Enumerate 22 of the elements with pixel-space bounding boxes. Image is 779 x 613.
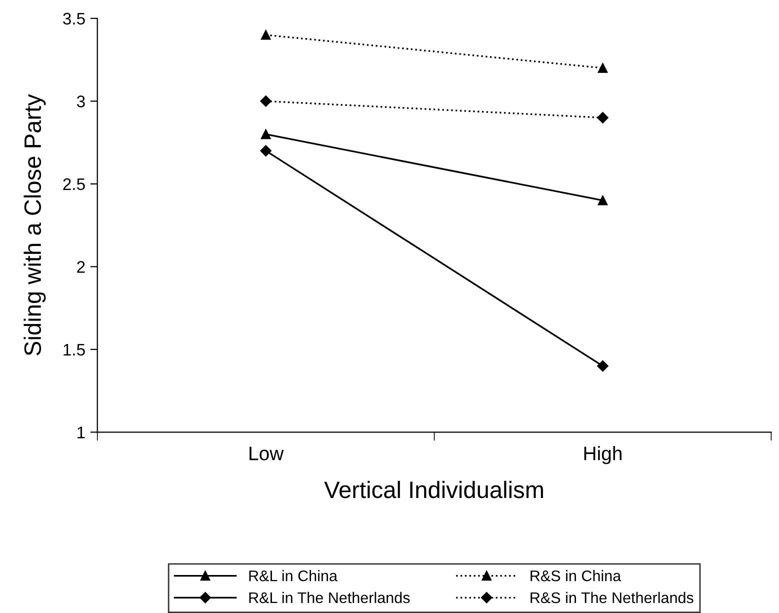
- legend-label: R&S in China: [530, 570, 622, 582]
- legend-label: R&S in The Netherlands: [530, 592, 694, 604]
- y-tick-label: 1: [78, 426, 85, 438]
- legend-label: R&L in China: [249, 570, 338, 582]
- y-axis-title: Siding with a Close Party: [24, 94, 46, 356]
- point: [598, 63, 608, 73]
- y-tick-label: 1.5: [64, 344, 85, 356]
- y-tick-label: 3: [76, 96, 85, 108]
- legend-label: R&L in The Netherlands: [249, 592, 410, 604]
- y-tick-label: 3.5: [63, 12, 85, 25]
- point: [260, 96, 272, 107]
- point: [260, 145, 272, 156]
- point: [598, 196, 608, 206]
- x-axis-title: Vertical Individualism: [324, 480, 543, 498]
- x-tick-label: Low: [250, 446, 284, 460]
- point: [597, 112, 608, 124]
- y-tick-label: 2: [77, 261, 85, 273]
- x-tick-label: High: [584, 446, 622, 464]
- point: [260, 30, 271, 40]
- point: [260, 129, 271, 140]
- y-tick-label: 2.5: [63, 178, 85, 190]
- point: [597, 360, 608, 372]
